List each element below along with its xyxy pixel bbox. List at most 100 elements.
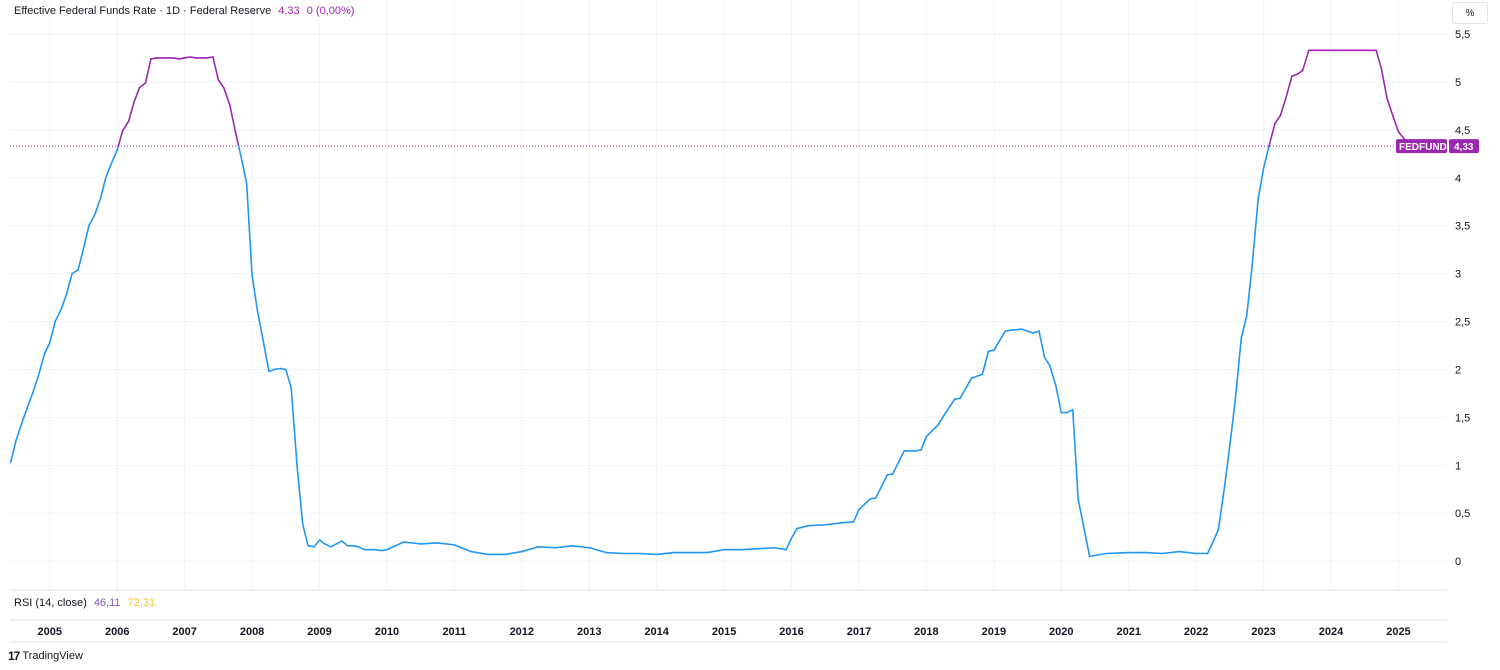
- series-segment: [1285, 75, 1293, 100]
- series-segment: [237, 145, 242, 156]
- series-segment: [340, 540, 349, 547]
- series-segment: [869, 497, 877, 500]
- series-segment: [285, 368, 292, 389]
- series-segment: [403, 541, 422, 545]
- x-tick-label: 2020: [1049, 626, 1073, 638]
- series-segment: [26, 391, 34, 408]
- price-axis[interactable]: 0 0,5 1 1,5 2 2,5 3 3,5 4 4,5 5 5,5: [1455, 29, 1470, 568]
- x-tick-label: 2010: [375, 626, 399, 638]
- series-segment: [48, 320, 56, 344]
- series-segment: [1032, 330, 1040, 334]
- series-segment: [20, 406, 29, 425]
- series-legend[interactable]: Effective Federal Funds Rate · 1D · Fede…: [14, 5, 354, 17]
- series-segment: [1178, 550, 1197, 555]
- x-tick-label: 2015: [712, 626, 736, 638]
- series-segment: [94, 198, 102, 215]
- series-change: 0 (0,00%): [306, 5, 355, 17]
- series-segment: [453, 544, 473, 553]
- series-segment: [504, 550, 523, 556]
- series-segment: [1161, 550, 1181, 555]
- series-segment: [1245, 265, 1253, 317]
- time-axis[interactable]: 2005 2006 2007 2008 2009 2010 2011 2012 2013 2014…: [38, 626, 1411, 638]
- series-segment: [419, 542, 439, 545]
- series-segment: [330, 543, 338, 548]
- series-segment: [1049, 364, 1057, 387]
- x-tick-label: 2023: [1251, 626, 1275, 638]
- series-segment: [605, 551, 624, 555]
- series-segment: [1375, 49, 1383, 71]
- y-tick-label: 2,5: [1455, 317, 1470, 329]
- series-segment: [937, 415, 945, 426]
- series-segment: [740, 547, 759, 551]
- series-segment: [537, 545, 557, 549]
- price-scale-unit-button[interactable]: %: [1452, 2, 1488, 24]
- series-segment: [313, 539, 321, 548]
- tradingview-logo-icon: 17: [8, 649, 20, 663]
- tradingview-branding[interactable]: 17 TradingView: [8, 649, 83, 663]
- series-segment: [1386, 97, 1394, 118]
- series-segment: [352, 545, 360, 548]
- x-tick-label: 2013: [577, 626, 601, 638]
- series-segment: [99, 176, 107, 200]
- rsi-ma-value: 72,31: [127, 597, 156, 609]
- x-tick-label: 2008: [240, 626, 264, 638]
- series-segment: [386, 541, 405, 551]
- x-tick-label: 2022: [1184, 626, 1208, 638]
- series-segment: [1043, 356, 1051, 367]
- series-segment: [239, 153, 248, 185]
- series-segment: [217, 79, 225, 89]
- series-segment: [43, 341, 51, 355]
- series-segment: [1301, 49, 1310, 72]
- x-tick-label: 2007: [172, 626, 196, 638]
- y-tick-label: 3: [1455, 269, 1461, 281]
- series-segment: [1229, 399, 1237, 446]
- series-segment: [82, 224, 90, 250]
- series-segment: [959, 377, 973, 400]
- series-segment: [571, 545, 591, 549]
- series-segment: [436, 542, 456, 546]
- x-tick-label: 2019: [982, 626, 1006, 638]
- series-segment: [37, 353, 46, 377]
- series-segment: [655, 551, 675, 556]
- series-title: Effective Federal Funds Rate · 1D · Fede…: [14, 5, 272, 17]
- series-segment: [189, 56, 197, 59]
- series-segment: [268, 368, 276, 373]
- series-segment: [1144, 551, 1164, 555]
- series-segment: [1279, 97, 1287, 117]
- series-segment: [807, 523, 827, 527]
- series-segment: [841, 521, 855, 524]
- series-segment: [15, 423, 23, 442]
- series-segment: [920, 435, 928, 451]
- series-segment: [1105, 551, 1130, 555]
- series-segment: [9, 439, 17, 464]
- price-label-symbol: FEDFUNDS: [1399, 142, 1454, 153]
- series-segment: [852, 508, 860, 523]
- y-tick-label: 3,5: [1455, 221, 1470, 233]
- series-last-value: 4,33: [278, 5, 300, 17]
- series-segment: [914, 449, 922, 452]
- series-segment: [301, 522, 309, 547]
- series-segment: [357, 545, 366, 551]
- x-tick-label: 2011: [442, 626, 466, 638]
- rsi-legend[interactable]: RSI (14, close) 46,11 72,31: [14, 597, 155, 609]
- x-tick-label: 2021: [1116, 626, 1140, 638]
- series-segment: [1206, 541, 1214, 555]
- series-segment: [790, 527, 798, 539]
- x-tick-label: 2018: [914, 626, 938, 638]
- y-tick-label: 4: [1455, 173, 1461, 185]
- series-segment: [639, 552, 658, 556]
- series-segment: [133, 86, 141, 103]
- series-segment: [150, 57, 158, 60]
- series-segment: [256, 310, 265, 344]
- series-segment: [380, 548, 388, 552]
- series-segment: [77, 247, 85, 271]
- series-segment: [1274, 114, 1282, 124]
- series-segment: [1038, 330, 1046, 358]
- series-segment: [1234, 337, 1243, 401]
- series-segment: [206, 56, 214, 59]
- series-segment: [875, 474, 889, 499]
- price-label-symbol-bg: [1396, 139, 1447, 154]
- series-segment: [245, 182, 253, 277]
- series-segment: [251, 274, 259, 312]
